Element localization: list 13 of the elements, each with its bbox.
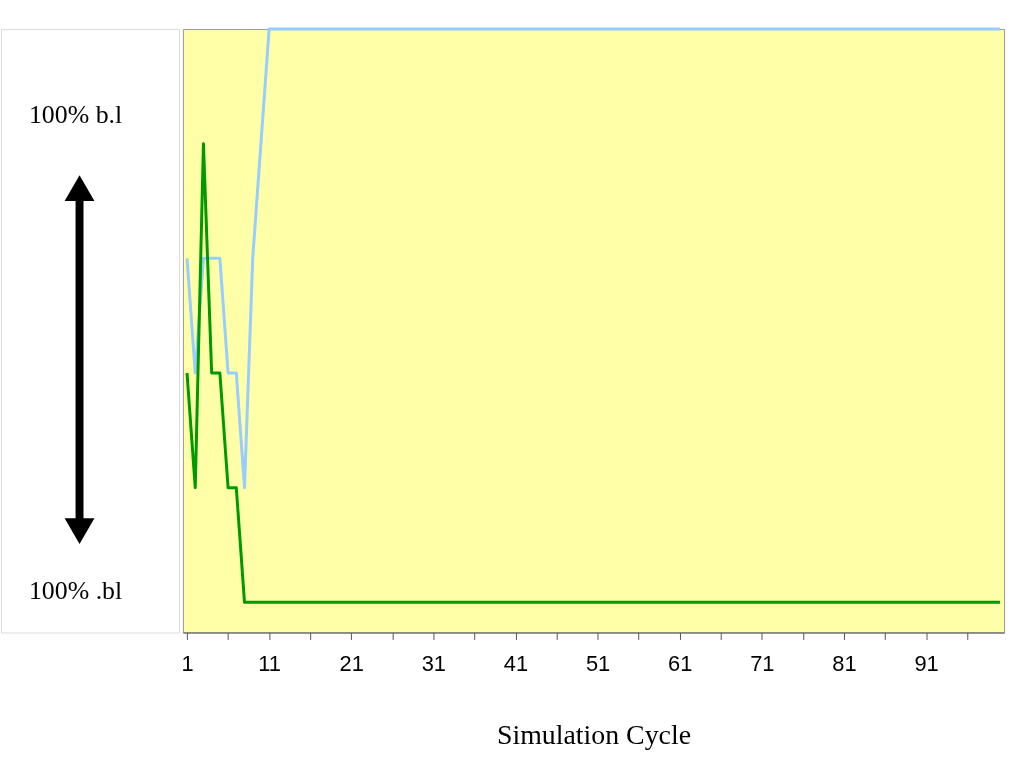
x-tick-label: 81 [832, 650, 857, 676]
x-tick-label: 51 [585, 650, 611, 676]
x-tick-label: 21 [339, 650, 364, 676]
x-tick-label: 71 [750, 650, 775, 676]
x-tick-label: 61 [668, 650, 693, 676]
x-tick-label: 91 [914, 650, 939, 676]
x-tick-label: 31 [421, 650, 447, 676]
text: 100% b.l [28, 100, 123, 130]
text: 100% .bl [28, 575, 123, 605]
x-tick-label: 11 [258, 650, 281, 676]
x-tick-label: 1 [181, 650, 194, 676]
x-tick-label: 41 [503, 650, 529, 676]
x-axis-title: Simulation Cycle [496, 719, 691, 751]
